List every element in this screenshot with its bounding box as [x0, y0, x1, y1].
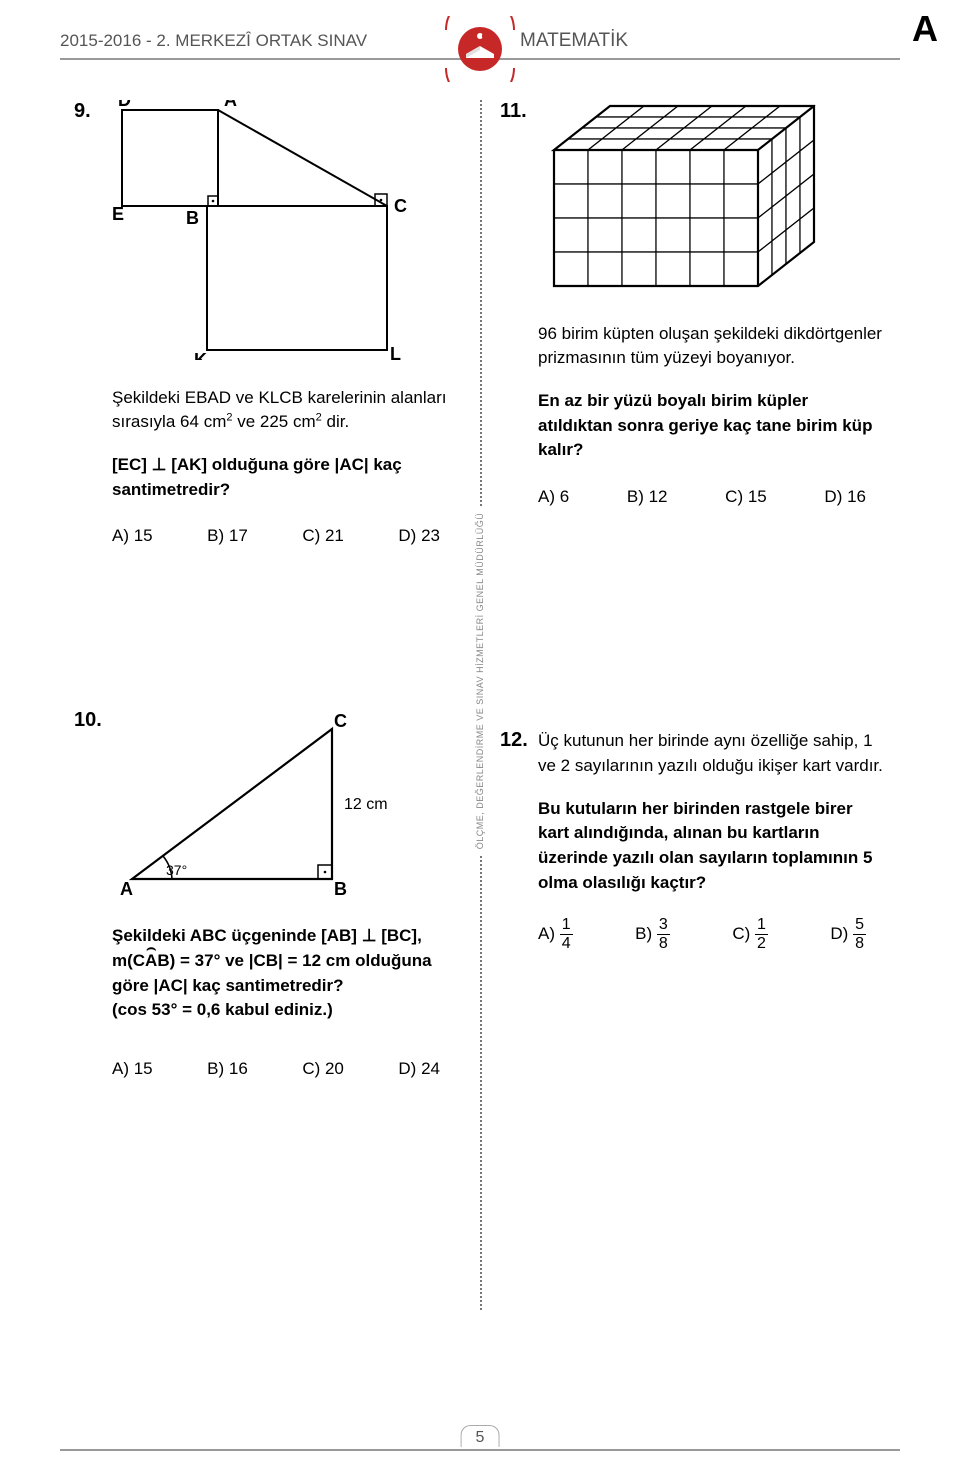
booklet-letter: A: [912, 8, 938, 50]
question-number: 11.: [500, 100, 538, 123]
q9-opt-b: B) 17: [207, 524, 248, 549]
page-number: 5: [461, 1425, 500, 1447]
ministry-logo: [442, 16, 518, 87]
question-number: 12.: [500, 729, 538, 752]
q10-options: A) 15 B) 16 C) 20 D) 24: [112, 1057, 460, 1082]
q12-opt-d: D) 58: [830, 917, 866, 952]
divider-label: ÖLÇME, DEĞERLENDİRME VE SINAV HİZMETLERİ…: [475, 507, 485, 856]
svg-text:37°: 37°: [166, 862, 187, 878]
q10-line3: göre |AC| kaç santimetredir?: [112, 974, 460, 999]
svg-text:12 cm: 12 cm: [344, 796, 388, 813]
q12-options: A) 14 B) 38 C) 12 D) 58: [538, 917, 886, 952]
q11-text2: En az bir yüzü boyalı birim küpler atıld…: [538, 389, 886, 463]
question-number: 10.: [74, 709, 112, 732]
q10-opt-c: C) 20: [302, 1057, 344, 1082]
question-12: 12. Üç kutunun her birinde aynı özelliğe…: [500, 729, 886, 952]
q12-opt-b: B) 38: [635, 917, 670, 952]
q10-opt-b: B) 16: [207, 1057, 248, 1082]
question-11: 11. 96 birim küpten oluşan şekildeki dik…: [500, 100, 886, 509]
svg-text:E: E: [112, 204, 124, 224]
q11-options: A) 6 B) 12 C) 15 D) 16: [538, 485, 886, 510]
svg-text:K: K: [194, 350, 207, 360]
page-baseline: [60, 1449, 900, 1451]
page-header: 2015-2016 - 2. MERKEZÎ ORTAK SINAV MATEM…: [60, 30, 900, 60]
q9-opt-c: C) 21: [302, 524, 344, 549]
q11-opt-a: A) 6: [538, 485, 569, 510]
q10-opt-a: A) 15: [112, 1057, 153, 1082]
question-number: 9.: [74, 100, 112, 123]
q10-opt-d: D) 24: [398, 1057, 440, 1082]
svg-text:C: C: [334, 711, 347, 731]
q9-prompt: [EC] ⊥ [AK] olduğuna göre |AC| kaç santi…: [112, 453, 460, 502]
q9-options: A) 15 B) 17 C) 21 D) 23: [112, 524, 460, 549]
svg-text:C: C: [394, 196, 407, 216]
q9-text: Şekildeki EBAD ve KLCB karelerinin alanl…: [112, 386, 460, 435]
q11-opt-c: C) 15: [725, 485, 767, 510]
q10-figure: A B C 37° 12 cm: [112, 709, 460, 907]
svg-text:L: L: [390, 344, 401, 360]
svg-text:B: B: [334, 879, 347, 899]
svg-text:B: B: [186, 208, 199, 228]
q11-text1: 96 birim küpten oluşan şekildeki dikdört…: [538, 322, 886, 371]
svg-text:A: A: [224, 100, 237, 110]
q12-opt-a: A) 14: [538, 917, 573, 952]
q11-opt-d: D) 16: [824, 485, 866, 510]
q10-line2: m(CAB) = 37° ve |CB| = 12 cm olduğuna: [112, 949, 460, 974]
q12-opt-c: C) 12: [732, 917, 768, 952]
q9-opt-a: A) 15: [112, 524, 153, 549]
q12-text1: Üç kutunun her birinde aynı özelliğe sah…: [538, 729, 886, 778]
q11-opt-b: B) 12: [627, 485, 668, 510]
svg-text:D: D: [118, 100, 131, 110]
q11-figure: [538, 100, 886, 298]
q9-figure: D A E B C K L: [112, 100, 460, 368]
svg-text:A: A: [120, 879, 133, 899]
question-9: 9. D: [74, 100, 460, 549]
header-left: 2015-2016 - 2. MERKEZÎ ORTAK SINAV: [60, 31, 440, 51]
q12-text2: Bu kutuların her birinden rastgele birer…: [538, 797, 886, 896]
q10-line1: Şekildeki ABC üçgeninde [AB] ⊥ [BC],: [112, 924, 460, 949]
question-10: 10. A B C 37°: [74, 709, 460, 1082]
q9-opt-d: D) 23: [398, 524, 440, 549]
q10-line4: (cos 53° = 0,6 kabul ediniz.): [112, 998, 460, 1023]
